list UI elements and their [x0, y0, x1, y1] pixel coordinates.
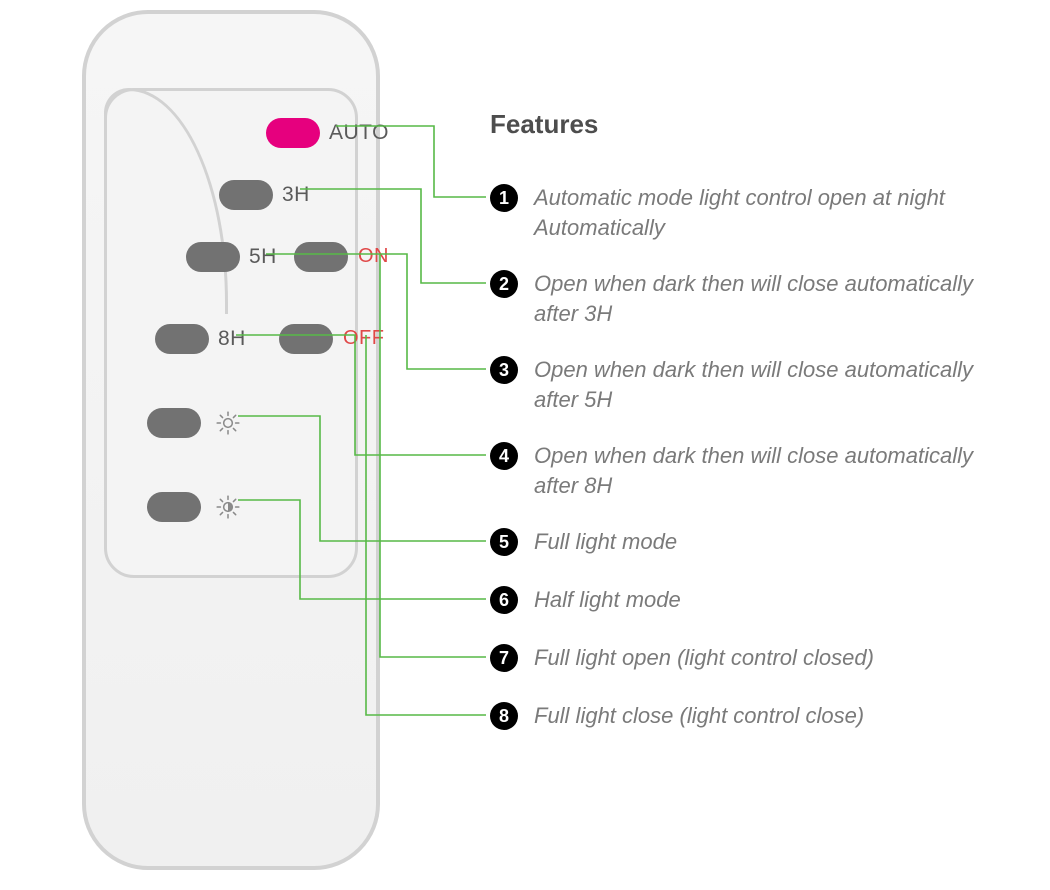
- label-8h: 8H: [218, 327, 246, 351]
- button-full-light[interactable]: [147, 408, 201, 438]
- feature-row-7: 7 Full light open (light control closed): [490, 643, 1010, 673]
- button-off[interactable]: [279, 324, 333, 354]
- feature-row-8: 8 Full light close (light control close): [490, 701, 1010, 731]
- label-5h: 5H: [249, 245, 277, 269]
- feature-badge: 3: [490, 356, 518, 384]
- feature-text: Half light mode: [534, 585, 681, 615]
- feature-row-1: 1 Automatic mode light control open at ni…: [490, 183, 1010, 242]
- feature-text: Open when dark then will close automatic…: [534, 355, 1010, 414]
- features-title: Features: [490, 109, 598, 140]
- feature-text: Open when dark then will close automatic…: [534, 269, 1010, 328]
- button-on[interactable]: [294, 242, 348, 272]
- feature-badge: 4: [490, 442, 518, 470]
- remote-panel: AUTO 3H 5H ON 8H OFF: [104, 88, 358, 578]
- button-3h[interactable]: [219, 180, 273, 210]
- diagram-canvas: AUTO 3H 5H ON 8H OFF: [0, 0, 1050, 890]
- feature-row-5: 5 Full light mode: [490, 527, 1010, 557]
- feature-text: Full light open (light control closed): [534, 643, 874, 673]
- feature-text: Full light mode: [534, 527, 677, 557]
- feature-row-4: 4 Open when dark then will close automati…: [490, 441, 1010, 500]
- feature-badge: 7: [490, 644, 518, 672]
- feature-row-3: 3 Open when dark then will close automati…: [490, 355, 1010, 414]
- sun-half-icon: [215, 494, 241, 520]
- sun-full-icon: [215, 410, 241, 436]
- feature-badge: 2: [490, 270, 518, 298]
- feature-row-6: 6 Half light mode: [490, 585, 1010, 615]
- button-half-light[interactable]: [147, 492, 201, 522]
- feature-text: Automatic mode light control open at nig…: [534, 183, 1010, 242]
- remote-outer: AUTO 3H 5H ON 8H OFF: [82, 10, 380, 870]
- feature-row-2: 2 Open when dark then will close automati…: [490, 269, 1010, 328]
- feature-badge: 1: [490, 184, 518, 212]
- feature-badge: 6: [490, 586, 518, 614]
- feature-text: Full light close (light control close): [534, 701, 864, 731]
- button-auto[interactable]: [266, 118, 320, 148]
- feature-badge: 5: [490, 528, 518, 556]
- feature-badge: 8: [490, 702, 518, 730]
- button-5h[interactable]: [186, 242, 240, 272]
- feature-text: Open when dark then will close automatic…: [534, 441, 1010, 500]
- label-auto: AUTO: [329, 121, 389, 145]
- button-8h[interactable]: [155, 324, 209, 354]
- label-on: ON: [358, 245, 389, 268]
- label-3h: 3H: [282, 183, 310, 207]
- label-off: OFF: [343, 327, 385, 350]
- panel-flare: [104, 88, 228, 314]
